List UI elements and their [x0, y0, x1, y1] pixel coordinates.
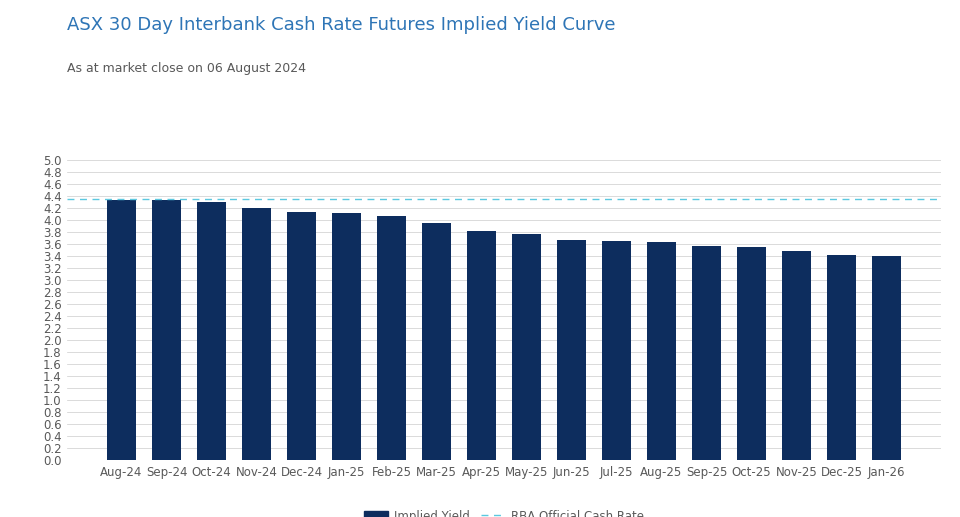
- Bar: [242, 208, 271, 460]
- Bar: [152, 201, 181, 460]
- Text: As at market close on 06 August 2024: As at market close on 06 August 2024: [67, 62, 306, 75]
- Bar: [602, 240, 631, 460]
- Legend: Implied Yield, RBA Official Cash Rate: Implied Yield, RBA Official Cash Rate: [359, 505, 649, 517]
- Bar: [692, 246, 721, 460]
- Bar: [332, 213, 361, 460]
- Text: ASX 30 Day Interbank Cash Rate Futures Implied Yield Curve: ASX 30 Day Interbank Cash Rate Futures I…: [67, 16, 615, 34]
- Bar: [287, 212, 316, 460]
- Bar: [827, 255, 856, 460]
- Bar: [421, 223, 451, 460]
- Bar: [512, 234, 541, 460]
- Bar: [647, 242, 676, 460]
- Bar: [557, 240, 587, 460]
- Bar: [781, 251, 811, 460]
- Bar: [467, 231, 496, 460]
- Bar: [737, 247, 766, 460]
- Bar: [197, 202, 227, 460]
- Bar: [872, 255, 901, 460]
- Bar: [107, 201, 136, 460]
- Bar: [377, 216, 406, 460]
